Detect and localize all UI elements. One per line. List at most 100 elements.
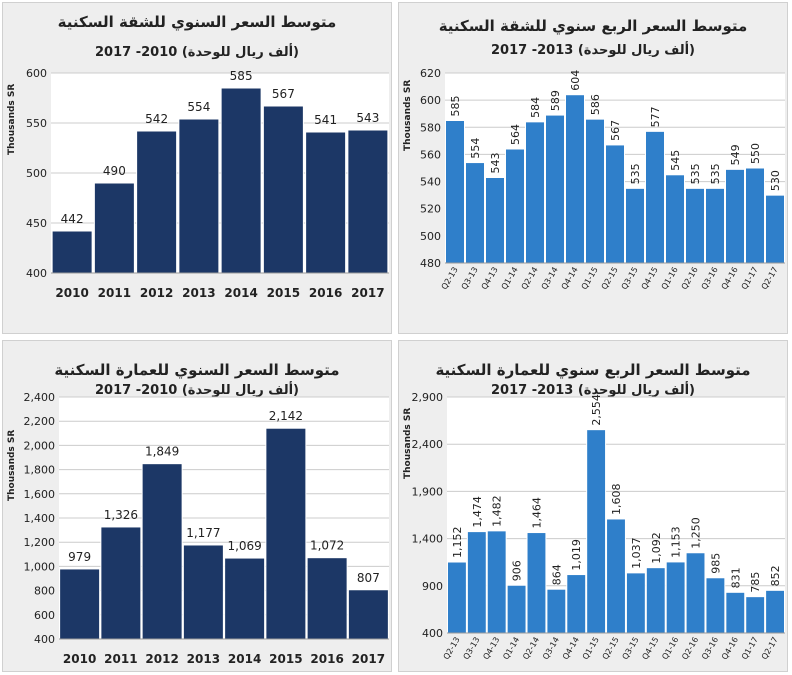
bar xyxy=(59,568,101,640)
chart-plot: 400 900 1,400 1,900 2,400 2,900 1,152 Q2-13 1,47… xyxy=(412,391,785,662)
x-tick-label: Q3-16 xyxy=(700,266,720,292)
bar xyxy=(347,129,389,274)
bar xyxy=(136,130,178,274)
x-tick-label: 2012 xyxy=(140,286,173,300)
y-tick-label: 400 xyxy=(26,267,47,280)
chart-panel-annual-building: متوسط السعر السنوي للعمارة السكنية (ألف … xyxy=(2,340,392,672)
bar xyxy=(625,187,645,264)
bar xyxy=(545,114,565,264)
x-tick-label: 2015 xyxy=(267,286,300,300)
chart-subtitle: (ألف ريال للوحدة) 2010- 2017 xyxy=(95,45,299,60)
y-tick-label: 1,000 xyxy=(24,560,56,573)
bar xyxy=(262,105,304,274)
data-label: 852 xyxy=(769,565,782,586)
y-tick-label: 400 xyxy=(422,627,443,640)
x-tick-label: Q1-14 xyxy=(500,266,520,292)
x-tick-label: Q4-16 xyxy=(720,266,740,292)
x-tick-label: Q3-13 xyxy=(460,266,480,292)
data-label: 542 xyxy=(145,112,168,126)
data-label: 1,474 xyxy=(471,496,484,528)
x-tick-label: Q4-13 xyxy=(481,636,501,662)
bar xyxy=(745,596,766,634)
data-label: 1,250 xyxy=(690,517,703,549)
data-label: 1,326 xyxy=(104,508,138,522)
data-label: 442 xyxy=(61,212,84,226)
bar xyxy=(306,557,348,640)
data-label: 985 xyxy=(709,553,722,574)
x-tick-label: Q4-13 xyxy=(480,266,500,292)
data-label: 586 xyxy=(589,94,602,115)
chart-subtitle: (ألف ريال للوحدة) 2013- 2017 xyxy=(491,43,695,58)
data-label: 1,849 xyxy=(145,445,179,459)
bar xyxy=(765,589,785,634)
x-tick-label: 2015 xyxy=(269,652,302,666)
bar xyxy=(685,552,706,634)
data-label: 807 xyxy=(357,571,380,585)
data-label: 1,072 xyxy=(310,539,344,553)
y-tick-label: 560 xyxy=(420,148,441,161)
x-tick-label: Q2-16 xyxy=(680,266,700,292)
y-tick-label: 1,400 xyxy=(412,533,444,546)
bar xyxy=(224,557,266,640)
chart-panel-annual-apartment: متوسط السعر السنوي للشقة السكنية (ألف ري… xyxy=(2,2,392,334)
bar xyxy=(566,574,587,634)
y-tick-label: 1,900 xyxy=(412,485,444,498)
data-label: 549 xyxy=(729,144,742,165)
data-label: 2,554 xyxy=(590,394,603,426)
x-tick-label: Q1-14 xyxy=(501,636,521,662)
x-tick-label: Q1-17 xyxy=(740,636,760,662)
bar xyxy=(585,118,605,264)
y-tick-label: 600 xyxy=(34,609,55,622)
data-label: 2,142 xyxy=(269,409,303,423)
chart-title: متوسط السعر السنوي للشقة السكنية xyxy=(57,13,337,31)
data-label: 589 xyxy=(549,90,562,111)
x-tick-label: Q1-16 xyxy=(660,266,680,292)
x-tick-label: Q3-16 xyxy=(700,636,720,662)
chart-title: متوسط السعر الربع سنوي للشقة السكنية xyxy=(438,17,748,35)
data-label: 535 xyxy=(689,163,702,184)
data-label: 979 xyxy=(68,550,91,564)
x-tick-label: 2011 xyxy=(104,652,137,666)
bar xyxy=(725,591,746,634)
x-tick-label: 2010 xyxy=(63,652,96,666)
data-label: 585 xyxy=(230,69,253,83)
bar xyxy=(505,148,525,264)
bar xyxy=(178,118,220,274)
y-tick-label: 550 xyxy=(26,117,47,130)
bar xyxy=(182,544,224,640)
bar xyxy=(606,518,626,634)
y-tick-label: 1,200 xyxy=(24,536,56,549)
data-label: 577 xyxy=(649,106,662,127)
x-tick-label: 2013 xyxy=(187,652,220,666)
bar xyxy=(506,584,527,634)
data-label: 535 xyxy=(709,163,722,184)
x-tick-label: 2012 xyxy=(145,652,178,666)
data-label: 543 xyxy=(356,111,379,125)
bar xyxy=(447,561,467,634)
bar xyxy=(546,588,567,634)
chart-subtitle: (ألف ريال للوحدة) 2013- 2017 xyxy=(491,383,695,398)
x-tick-label: Q2-14 xyxy=(521,636,541,662)
bar xyxy=(525,121,545,264)
x-tick-label: 2017 xyxy=(351,286,384,300)
y-tick-label: 540 xyxy=(420,176,441,189)
y-tick-label: 1,800 xyxy=(24,464,56,477)
x-tick-label: Q4-16 xyxy=(720,636,740,662)
x-tick-label: Q2-17 xyxy=(760,636,780,662)
bar xyxy=(685,187,705,264)
data-label: 584 xyxy=(529,97,542,118)
data-label: 1,482 xyxy=(491,495,504,526)
y-tick-label: 900 xyxy=(422,580,443,593)
x-tick-label: Q2-15 xyxy=(600,266,620,292)
bar xyxy=(625,572,646,634)
chart-plot: 480 500 520 540 560 580 600 620 585 Q2-13 554 Q3-13… xyxy=(420,67,785,292)
bar xyxy=(466,531,487,634)
chart-panel-quarterly-apartment: متوسط السعر الربع سنوي للشقة السكنية (أل… xyxy=(398,2,788,334)
bar xyxy=(51,230,93,274)
data-label: 1,037 xyxy=(630,537,643,569)
bar xyxy=(526,532,547,634)
x-tick-label: Q3-13 xyxy=(462,636,482,662)
x-tick-label: Q2-14 xyxy=(520,266,540,292)
bar xyxy=(665,561,686,634)
bar xyxy=(445,120,465,264)
